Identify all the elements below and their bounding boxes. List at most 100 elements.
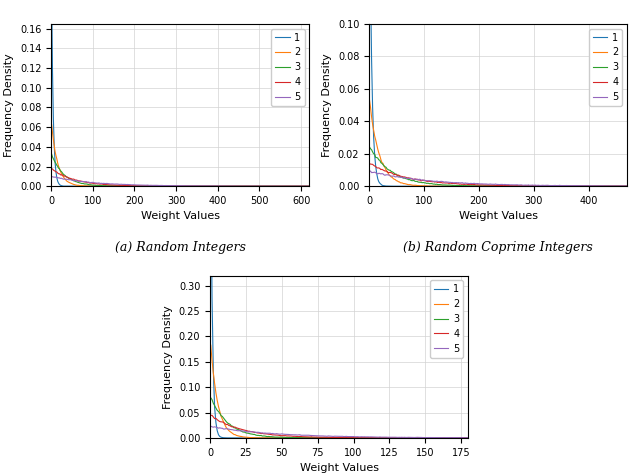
5: [545, 182, 552, 188]
2: [202, 183, 209, 189]
5: [202, 183, 209, 189]
5: [217, 426, 225, 431]
4: [621, 183, 628, 189]
Line: 1: 1: [211, 139, 468, 438]
Line: 3: 3: [52, 154, 309, 186]
2: [470, 183, 477, 189]
Line: 2: 2: [369, 100, 627, 186]
3: [266, 183, 273, 189]
3: [206, 183, 214, 189]
1: [305, 183, 313, 189]
2: [201, 183, 209, 189]
Y-axis label: Frequency Density: Frequency Density: [322, 53, 332, 157]
1: [614, 183, 621, 189]
5: [409, 176, 417, 182]
3: [201, 183, 209, 189]
1: [49, 68, 56, 74]
5: [442, 435, 449, 440]
3: [545, 183, 552, 189]
1: [276, 435, 284, 441]
3: [305, 183, 313, 189]
5: [515, 182, 523, 188]
3: [222, 419, 230, 425]
1: [470, 183, 477, 189]
Legend: 1, 2, 3, 4, 5: 1, 2, 3, 4, 5: [430, 280, 463, 357]
Line: 2: 2: [52, 125, 309, 186]
3: [207, 395, 214, 401]
2: [473, 183, 481, 189]
4: [442, 435, 449, 441]
Line: 5: 5: [52, 177, 309, 186]
2: [282, 183, 289, 189]
4: [49, 167, 57, 173]
Legend: 1, 2, 3, 4, 5: 1, 2, 3, 4, 5: [271, 29, 305, 106]
2: [207, 342, 214, 348]
2: [49, 130, 56, 136]
Line: 4: 4: [211, 415, 468, 438]
Line: 5: 5: [369, 171, 627, 186]
4: [365, 161, 373, 167]
5: [255, 429, 262, 435]
3: [282, 183, 289, 189]
5: [201, 183, 209, 189]
X-axis label: Weight Values: Weight Values: [141, 211, 220, 221]
Legend: 1, 2, 3, 4, 5: 1, 2, 3, 4, 5: [589, 29, 622, 106]
5: [49, 174, 56, 179]
Line: 1: 1: [52, 0, 309, 186]
5: [289, 183, 296, 189]
Y-axis label: Frequency Density: Frequency Density: [163, 305, 173, 408]
Line: 4: 4: [369, 164, 627, 186]
Line: 4: 4: [52, 169, 309, 186]
1: [201, 183, 209, 189]
4: [543, 183, 551, 189]
X-axis label: Weight Values: Weight Values: [300, 463, 379, 473]
5: [275, 431, 283, 437]
5: [614, 183, 622, 189]
1: [545, 183, 552, 189]
5: [266, 183, 273, 189]
1: [623, 183, 630, 189]
5: [49, 174, 57, 180]
4: [228, 183, 236, 189]
3: [202, 183, 209, 189]
2: [217, 413, 225, 419]
4: [266, 183, 274, 189]
4: [283, 183, 291, 189]
4: [472, 182, 480, 188]
5: [222, 426, 230, 431]
Y-axis label: Frequency Density: Frequency Density: [4, 53, 15, 157]
4: [256, 430, 264, 436]
1: [473, 183, 481, 189]
2: [464, 435, 472, 441]
2: [222, 425, 230, 430]
2: [305, 183, 313, 189]
5: [365, 169, 373, 174]
3: [255, 433, 262, 438]
5: [206, 183, 214, 189]
4: [276, 433, 284, 438]
2: [614, 183, 621, 189]
2: [443, 435, 451, 441]
4: [464, 435, 472, 441]
3: [49, 154, 56, 160]
3: [452, 435, 460, 441]
1: [66, 183, 74, 189]
3: [469, 183, 477, 189]
2: [515, 183, 523, 189]
4: [444, 435, 452, 441]
3: [217, 413, 225, 418]
4: [408, 176, 416, 182]
3: [365, 144, 373, 150]
2: [206, 183, 214, 189]
1: [443, 435, 451, 441]
2: [623, 183, 630, 189]
1: [515, 183, 523, 189]
1: [207, 137, 214, 142]
2: [365, 97, 373, 103]
1: [452, 435, 460, 441]
2: [275, 435, 283, 441]
5: [282, 183, 289, 189]
3: [148, 183, 156, 189]
4: [201, 183, 209, 189]
3: [408, 178, 416, 184]
